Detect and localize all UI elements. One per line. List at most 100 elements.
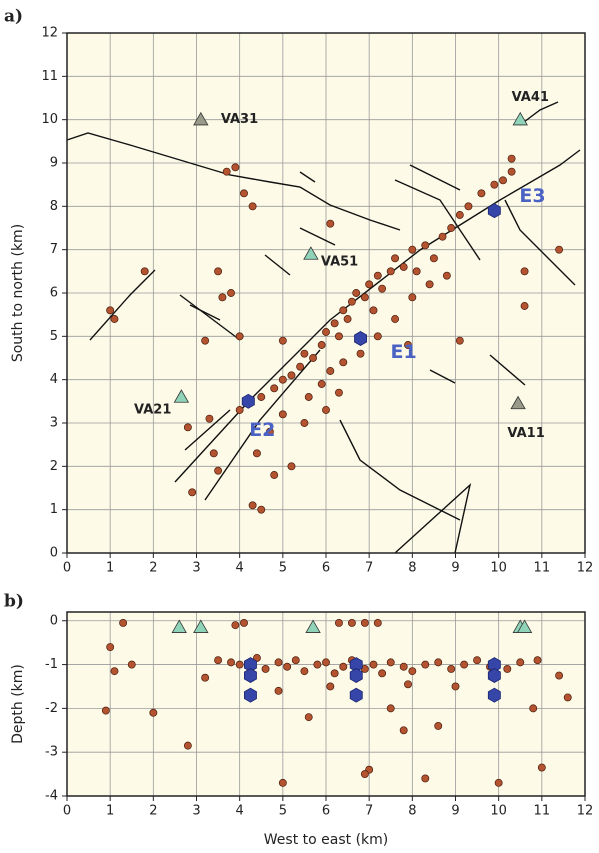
earthquake <box>537 763 546 772</box>
event <box>487 687 501 703</box>
earthquake <box>369 660 378 669</box>
station-label: VA51 <box>321 255 358 270</box>
earthquake <box>520 302 529 310</box>
earthquake <box>520 267 529 276</box>
earthquake <box>322 328 330 336</box>
x-tick-label: 2 <box>149 804 157 819</box>
x-tick-label: 5 <box>279 561 287 576</box>
earthquake <box>270 384 279 393</box>
x-tick-label: 2 <box>149 561 157 576</box>
x-tick-label: 9 <box>451 804 459 819</box>
x-tick-label: 10 <box>490 804 507 819</box>
station <box>512 111 528 126</box>
earthquake <box>140 267 149 276</box>
event <box>349 668 363 683</box>
earthquake <box>278 336 287 345</box>
earthquake <box>352 289 361 297</box>
earthquake <box>434 721 443 730</box>
event <box>243 687 257 703</box>
earthquake <box>278 778 287 787</box>
earthquake <box>252 654 261 662</box>
earthquake <box>330 669 339 678</box>
panel-label: a) <box>4 7 23 27</box>
earthquake <box>291 656 300 665</box>
x-tick-label: 9 <box>451 561 459 576</box>
station <box>303 246 319 260</box>
station <box>193 111 209 126</box>
earthquake <box>201 673 210 682</box>
earthquake <box>347 297 356 306</box>
earthquake <box>373 271 382 280</box>
y-tick-label: 0 <box>50 546 58 561</box>
x-tick-label: 1 <box>106 561 114 576</box>
station <box>193 619 209 633</box>
fault <box>299 227 336 246</box>
earthquake <box>386 658 395 667</box>
earthquake <box>330 319 339 328</box>
x-axis-label: West to east (km) <box>264 832 388 848</box>
y-tick-label: -3 <box>45 745 58 760</box>
earthquake <box>235 406 244 414</box>
earthquake <box>205 414 214 423</box>
earthquake <box>399 662 408 671</box>
fault <box>264 254 291 276</box>
event-label: E2 <box>249 419 275 441</box>
earthquake <box>296 362 305 371</box>
earthquake <box>257 505 266 514</box>
earthquake <box>373 619 382 627</box>
station <box>171 619 187 633</box>
y-tick-label: 0 <box>50 613 58 628</box>
earthquake <box>378 669 387 678</box>
earthquake <box>408 667 417 676</box>
event <box>487 668 501 683</box>
x-tick-label: 4 <box>236 561 244 576</box>
earthquake <box>201 336 210 345</box>
earthquake <box>149 708 158 717</box>
station-label: VA21 <box>134 403 171 418</box>
earthquake <box>356 349 365 358</box>
earthquake <box>347 619 356 627</box>
earthquake <box>386 704 395 713</box>
earthquake <box>425 280 434 289</box>
station <box>516 619 533 633</box>
earthquake <box>339 358 348 367</box>
earthquake <box>408 245 417 254</box>
earthquake <box>183 423 192 432</box>
y-tick-label: -1 <box>45 657 58 672</box>
x-tick-label: 8 <box>408 561 416 576</box>
earthquake <box>278 410 287 419</box>
earthquake <box>304 713 313 722</box>
fault <box>299 171 316 183</box>
x-tick-label: 5 <box>279 804 287 819</box>
earthquake <box>188 488 197 497</box>
earthquake <box>252 449 261 458</box>
y-tick-label: 12 <box>41 26 58 41</box>
y-tick-label: 5 <box>50 329 58 344</box>
fault <box>394 483 472 554</box>
y-tick-label: 6 <box>50 286 58 301</box>
fault <box>189 304 221 321</box>
earthquake <box>209 449 218 458</box>
fault <box>489 354 526 386</box>
earthquake <box>127 660 136 669</box>
fault <box>409 164 461 191</box>
earthquake <box>317 341 326 349</box>
x-tick-label: 0 <box>63 804 71 819</box>
earthquake <box>563 693 572 702</box>
earthquake <box>278 375 287 384</box>
x-tick-label: 7 <box>365 804 373 819</box>
event-label: E3 <box>519 185 545 207</box>
y-tick-label: 10 <box>41 112 58 127</box>
earthquake <box>287 371 296 380</box>
earthquake <box>391 315 400 323</box>
earthquake <box>257 393 266 401</box>
earthquake <box>309 354 317 362</box>
earthquake <box>235 660 244 669</box>
earthquake <box>227 289 235 297</box>
x-tick-label: 3 <box>192 804 200 819</box>
event <box>349 687 363 703</box>
earthquake <box>421 660 430 669</box>
fault <box>66 132 401 231</box>
earthquake <box>231 621 240 630</box>
